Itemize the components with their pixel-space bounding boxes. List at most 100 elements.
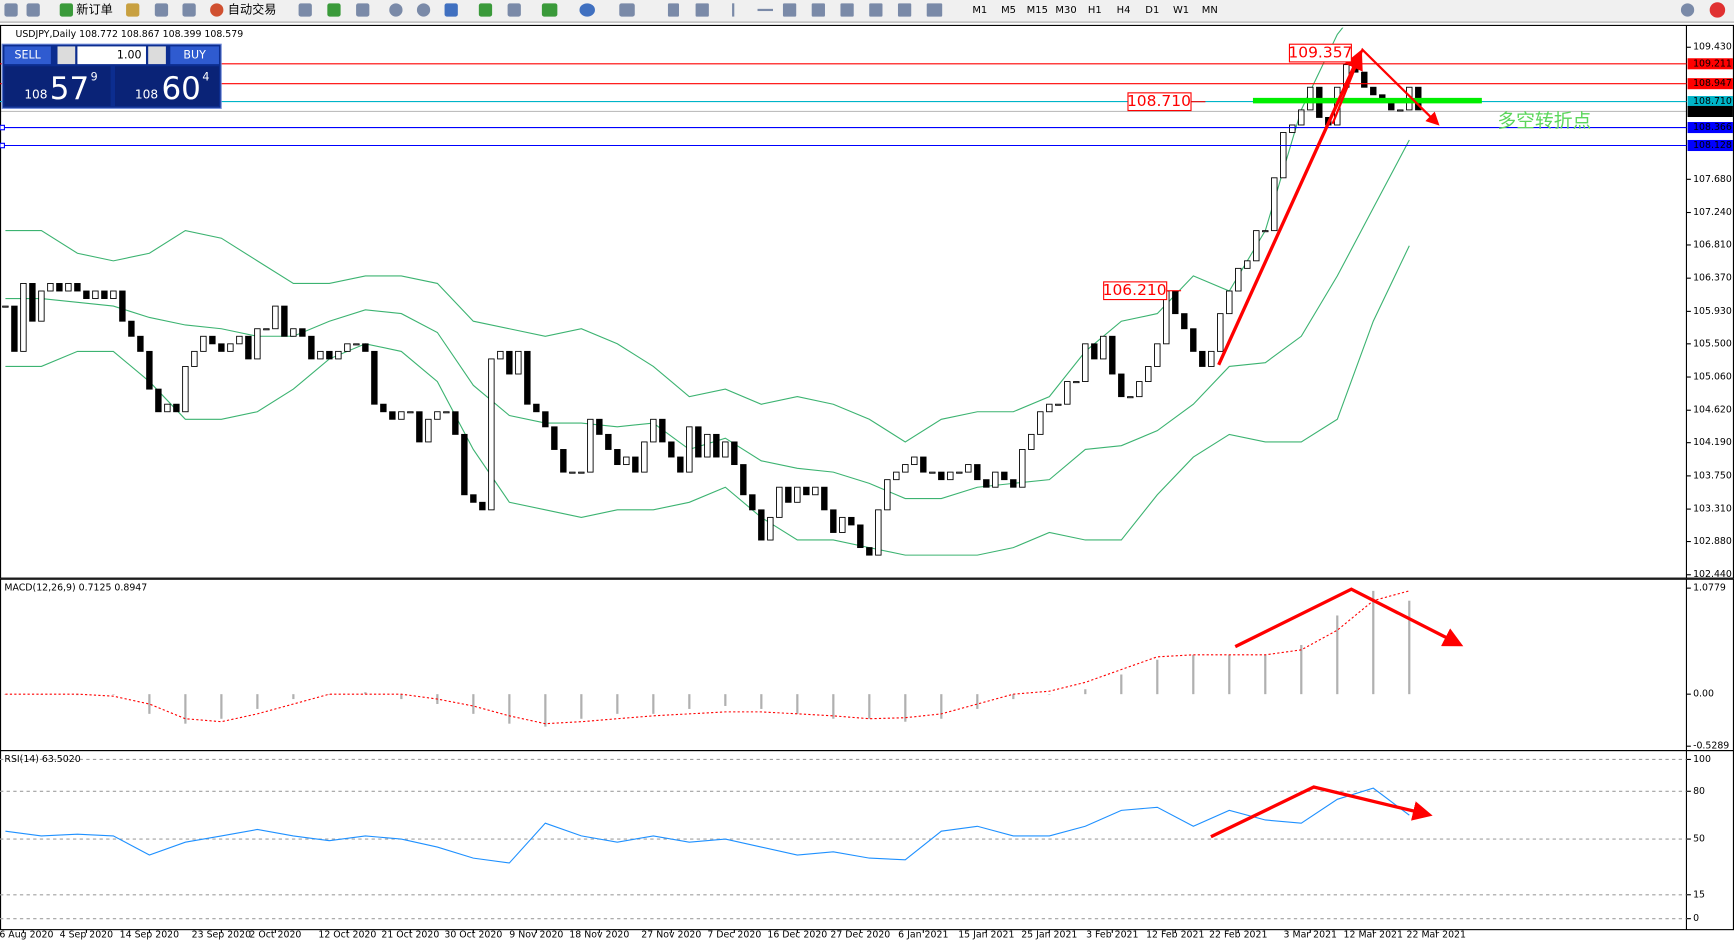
candle [1001,471,1008,481]
price-label: 108.710 [1127,92,1191,110]
level-tag-label: 108.366 [1693,122,1732,133]
timeframe-button[interactable]: M5 [1001,5,1016,16]
timeframe-button[interactable]: M30 [1055,5,1076,16]
icon[interactable] [444,3,458,17]
level-tag-label: 108.710 [1693,96,1732,107]
icon[interactable] [757,8,774,12]
icon[interactable] [579,3,595,17]
icon[interactable] [1709,2,1726,18]
icon[interactable] [327,3,341,17]
y-tick-label: 107.680 [1693,174,1732,185]
timeframe-button[interactable]: M15 [1027,5,1048,16]
icon[interactable] [210,3,224,17]
icon[interactable] [541,3,558,17]
ask-fraction: 4 [202,70,209,83]
timeframe-button[interactable]: M1 [972,5,987,16]
icon[interactable] [619,3,635,17]
sell-button[interactable] [4,46,51,65]
macd-bar [652,694,655,714]
icon[interactable] [26,3,40,17]
timeframe-button[interactable]: D1 [1145,5,1159,16]
candle [1181,313,1188,330]
icon[interactable] [695,3,709,17]
candle [308,335,315,360]
macd-bar [1372,590,1375,695]
icon[interactable] [840,3,854,17]
toolbar-button[interactable]: 新订单 [76,1,112,16]
candle [515,350,522,375]
candle [497,350,504,360]
y-tick-label: 100 [1693,754,1711,765]
candle [254,328,261,360]
icon[interactable] [478,3,493,17]
candle [542,411,549,428]
bid-box[interactable] [4,66,111,107]
candle [92,290,99,299]
bollinger-band [5,245,1410,556]
timeframe-button[interactable]: H1 [1088,5,1102,16]
x-tick-label: 9 Nov 2020 [509,930,563,941]
icon[interactable] [732,3,735,17]
icon[interactable] [926,3,943,17]
level-handle [0,142,5,149]
x-tick-label: 12 Feb 2021 [1146,930,1204,941]
timeframe-button[interactable]: MN [1202,5,1218,16]
sell-label[interactable]: SELL [14,48,41,61]
icon[interactable] [667,3,680,17]
x-tick-label: 27 Nov 2020 [641,930,701,941]
macd-bar [580,694,583,719]
toolbar-button[interactable]: 自动交易 [228,1,277,16]
candle [1028,433,1035,450]
icon[interactable] [182,3,196,17]
icon[interactable] [1680,3,1695,17]
macd-bar [904,694,907,722]
icon[interactable] [869,3,883,17]
macd-bar [1336,615,1339,695]
buy-label[interactable]: BUY [183,48,206,61]
macd-bar [1408,600,1411,695]
candle [227,343,234,352]
macd-bar [976,694,979,709]
spin-down[interactable] [57,46,76,65]
icon[interactable] [507,3,521,17]
timeframe-button[interactable]: W1 [1173,5,1189,16]
icon[interactable] [356,3,370,17]
icon[interactable] [298,3,312,17]
candle [785,486,792,503]
candle [605,433,612,450]
macd-signal [5,590,1410,725]
macd-bar [1300,644,1303,695]
candle [668,441,675,458]
candle [479,501,486,511]
candle [488,358,495,511]
y-tick-label: 104.620 [1693,405,1732,416]
icon[interactable] [782,3,797,17]
candle [362,343,369,352]
candle [344,343,351,352]
icon[interactable] [389,3,403,17]
candle [83,290,90,299]
candle [1190,328,1197,352]
ask-box[interactable] [115,66,219,107]
timeframe-button[interactable]: H4 [1117,5,1131,16]
icon[interactable] [897,3,912,17]
candle [470,494,477,503]
candle [902,464,909,473]
icon[interactable] [811,3,825,17]
icon[interactable] [126,3,140,17]
candle [623,456,630,466]
icon[interactable] [4,3,18,17]
candle [137,335,144,352]
candle [164,403,171,413]
lots-value[interactable]: 1.00 [117,48,142,61]
icon[interactable] [154,3,169,17]
candle [380,403,387,413]
spin-up[interactable] [148,46,166,65]
icon[interactable] [59,3,73,17]
icon[interactable] [416,3,431,17]
buy-button[interactable] [170,46,219,65]
lots-field[interactable] [77,46,146,65]
candle [290,328,297,337]
candle [1217,313,1224,352]
